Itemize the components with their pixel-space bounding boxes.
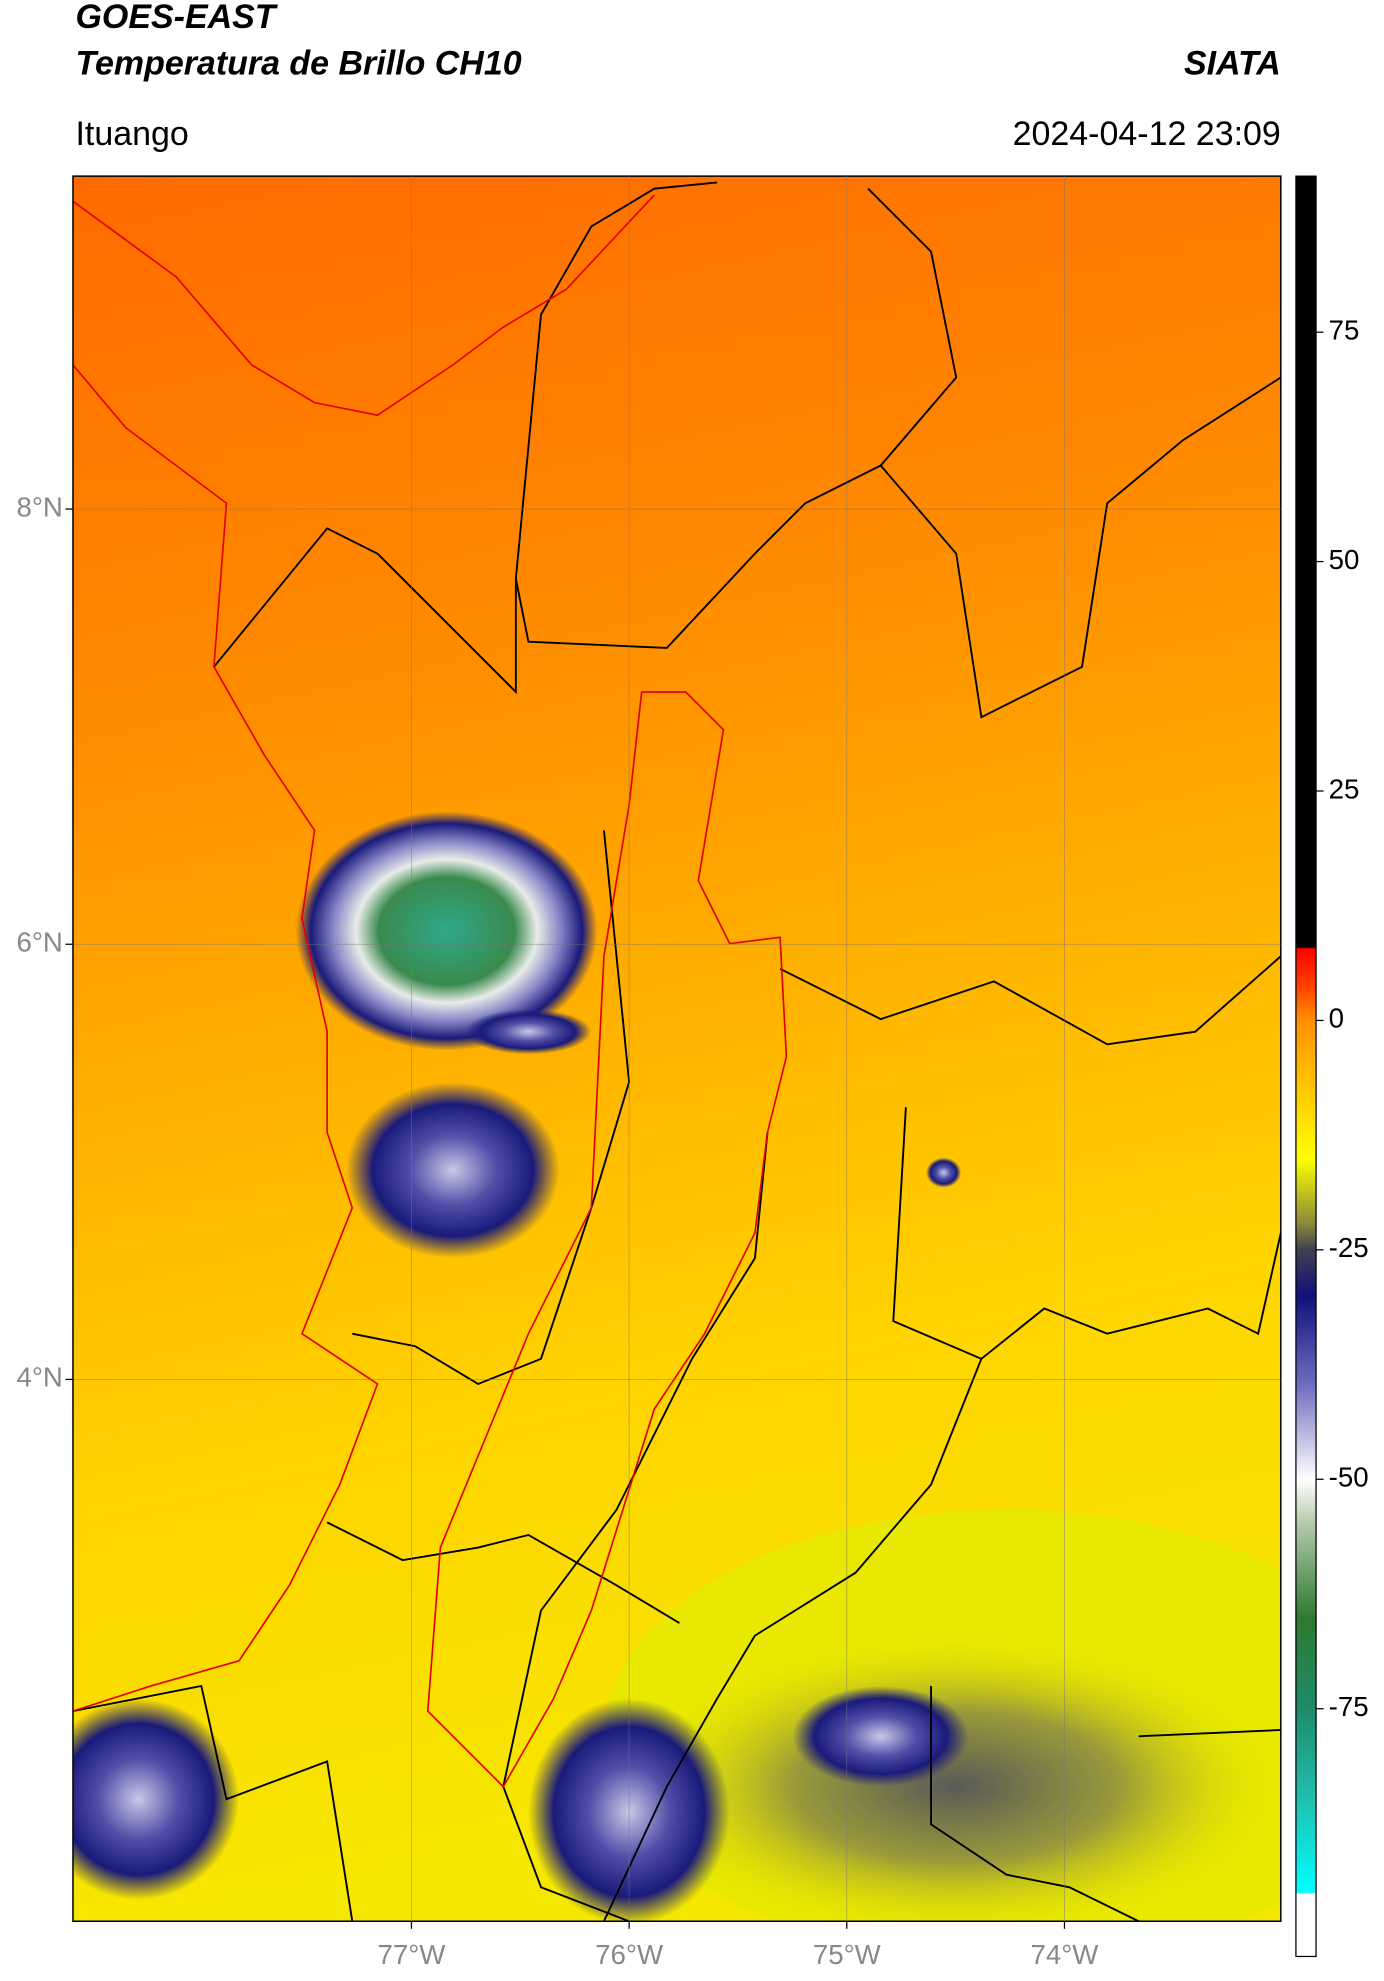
x-tick-label: 76°W bbox=[595, 1939, 664, 1970]
datetime: 2024-04-12 23:09 bbox=[1013, 115, 1281, 153]
grid: 77°W 76°W 75°W 74°W 8°N 6°N 4°N bbox=[16, 176, 1281, 1970]
titles: GOES-EAST Temperatura de Brillo CH10 SIA… bbox=[75, 0, 1280, 153]
y-tick-label: 6°N bbox=[16, 927, 62, 958]
colorbar-ticks: 75 50 25 0 -25 -50 -75 bbox=[1316, 314, 1369, 1722]
colorbar-tick-label: 25 bbox=[1329, 773, 1360, 804]
colorbar-tick-label: 75 bbox=[1329, 314, 1360, 345]
y-tick-label: 4°N bbox=[16, 1362, 62, 1393]
colorbar-tick-label: -25 bbox=[1329, 1232, 1369, 1263]
subtitle: Temperatura de Brillo CH10 bbox=[75, 44, 521, 82]
colorbar bbox=[1295, 175, 1317, 1958]
colorbar-tick-label: 0 bbox=[1329, 1003, 1344, 1034]
x-tick-label: 74°W bbox=[1030, 1939, 1099, 1970]
colorbar-tick-label: -50 bbox=[1329, 1462, 1369, 1493]
y-tick-label: 8°N bbox=[16, 491, 62, 522]
title: GOES-EAST bbox=[75, 0, 278, 36]
x-tick-label: 77°W bbox=[377, 1939, 446, 1970]
map-frame bbox=[72, 175, 1282, 1922]
location: Ituango bbox=[75, 115, 188, 153]
source: SIATA bbox=[1184, 44, 1281, 82]
x-tick-label: 75°W bbox=[813, 1939, 882, 1970]
colorbar-tick-label: 50 bbox=[1329, 544, 1360, 575]
map-image bbox=[72, 176, 1281, 1922]
colorbar-tick-label: -75 bbox=[1329, 1691, 1369, 1722]
